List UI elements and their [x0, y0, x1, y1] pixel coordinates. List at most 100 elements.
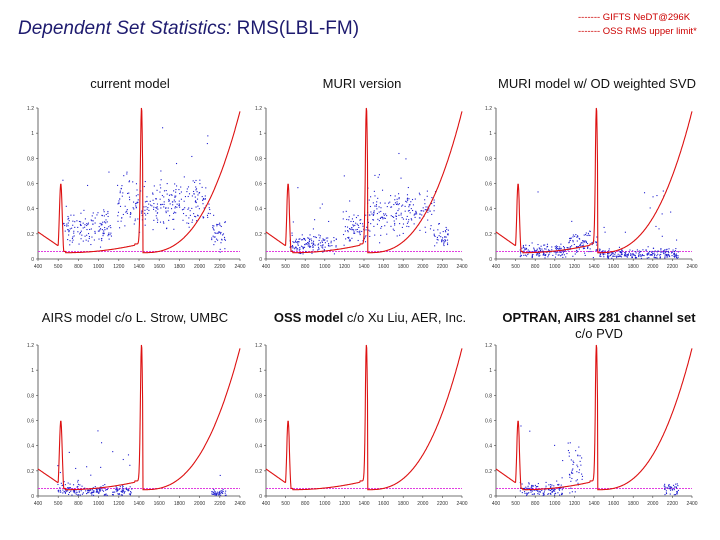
- rms-point: [554, 493, 556, 495]
- rms-point: [87, 240, 89, 242]
- rms-point: [556, 248, 559, 250]
- rms-point: [89, 488, 91, 490]
- rms-point: [641, 253, 643, 256]
- rms-point: [379, 202, 381, 204]
- rms-point: [115, 488, 117, 490]
- rms-point: [669, 256, 671, 258]
- rms-point: [576, 236, 578, 238]
- rms-point: [674, 255, 676, 257]
- rms-point: [82, 240, 84, 242]
- rms-point: [443, 243, 445, 245]
- rms-point: [390, 206, 393, 208]
- rms-point: [181, 209, 184, 211]
- rms-point: [649, 207, 651, 209]
- rms-point: [101, 489, 103, 491]
- rms-point: [639, 254, 641, 256]
- rms-point: [101, 240, 103, 242]
- rms-point: [182, 219, 184, 221]
- rms-point: [574, 235, 576, 237]
- rms-point: [578, 446, 580, 448]
- rms-point: [105, 493, 107, 495]
- rms-point: [369, 214, 371, 216]
- rms-point: [402, 218, 405, 220]
- rms-point: [118, 493, 120, 495]
- rms-point: [569, 492, 571, 494]
- y-tick-label: 0.4: [27, 207, 34, 213]
- rms-point: [106, 489, 108, 491]
- rms-point: [156, 189, 158, 191]
- rms-point: [104, 489, 107, 491]
- rms-point: [297, 187, 299, 189]
- rms-point: [676, 239, 678, 241]
- rms-point: [106, 221, 108, 223]
- rms-point: [163, 203, 165, 205]
- rms-point: [537, 254, 539, 256]
- rms-point: [619, 254, 621, 256]
- rms-point: [119, 486, 121, 488]
- rms-point: [67, 239, 69, 241]
- rms-point: [414, 216, 416, 218]
- rms-point: [419, 194, 421, 196]
- rms-point: [99, 246, 102, 248]
- rms-point: [172, 218, 174, 220]
- rms-point: [406, 222, 409, 224]
- rms-point: [131, 488, 133, 490]
- x-tick-label: 400: [34, 501, 43, 507]
- rms-point: [104, 493, 106, 496]
- rms-point: [359, 234, 361, 236]
- rms-point: [556, 480, 558, 482]
- rms-point: [589, 234, 591, 237]
- rms-point: [557, 246, 559, 248]
- rms-point: [72, 224, 74, 226]
- rms-point: [665, 249, 667, 251]
- rms-point: [86, 492, 89, 494]
- rms-point: [612, 252, 614, 254]
- rms-point: [166, 193, 168, 195]
- rms-point: [638, 255, 640, 258]
- rms-point: [186, 222, 188, 224]
- rms-point: [595, 249, 597, 251]
- rms-point: [398, 214, 400, 216]
- rms-point: [295, 238, 297, 240]
- rms-point: [675, 248, 677, 250]
- rms-point: [553, 489, 555, 491]
- rms-point: [209, 212, 211, 215]
- rms-point: [98, 230, 100, 232]
- rms-point: [130, 492, 132, 494]
- rms-point: [445, 231, 447, 233]
- rms-point: [314, 236, 316, 238]
- rms-point: [161, 203, 163, 205]
- rms-point: [148, 203, 150, 205]
- rms-point: [656, 194, 658, 197]
- rms-point: [123, 488, 125, 490]
- rms-point: [224, 239, 226, 241]
- x-tick-label: 2200: [214, 264, 225, 270]
- rms-point: [71, 494, 73, 496]
- rms-point: [589, 248, 591, 250]
- rms-point: [666, 251, 668, 253]
- rms-point: [108, 226, 110, 228]
- rms-point: [526, 255, 528, 257]
- rms-point: [610, 252, 612, 254]
- rms-point: [602, 250, 604, 252]
- rms-point: [674, 254, 676, 256]
- rms-point: [135, 195, 137, 197]
- rms-point: [65, 489, 67, 491]
- rms-point: [380, 234, 382, 236]
- rms-point: [560, 255, 562, 257]
- rms-point: [193, 193, 195, 195]
- rms-point: [360, 219, 362, 221]
- rms-point: [80, 224, 82, 226]
- rms-point: [543, 492, 545, 494]
- rms-point: [312, 249, 314, 251]
- rms-point: [552, 488, 554, 490]
- rms-point: [368, 229, 370, 231]
- nedt-curve: [265, 344, 463, 491]
- rms-point: [374, 195, 376, 197]
- rms-point: [551, 484, 553, 486]
- rms-point: [74, 226, 76, 228]
- x-tick-label: 1600: [608, 501, 619, 507]
- rms-point: [87, 184, 89, 187]
- rms-point: [166, 183, 168, 185]
- rms-point: [205, 187, 207, 189]
